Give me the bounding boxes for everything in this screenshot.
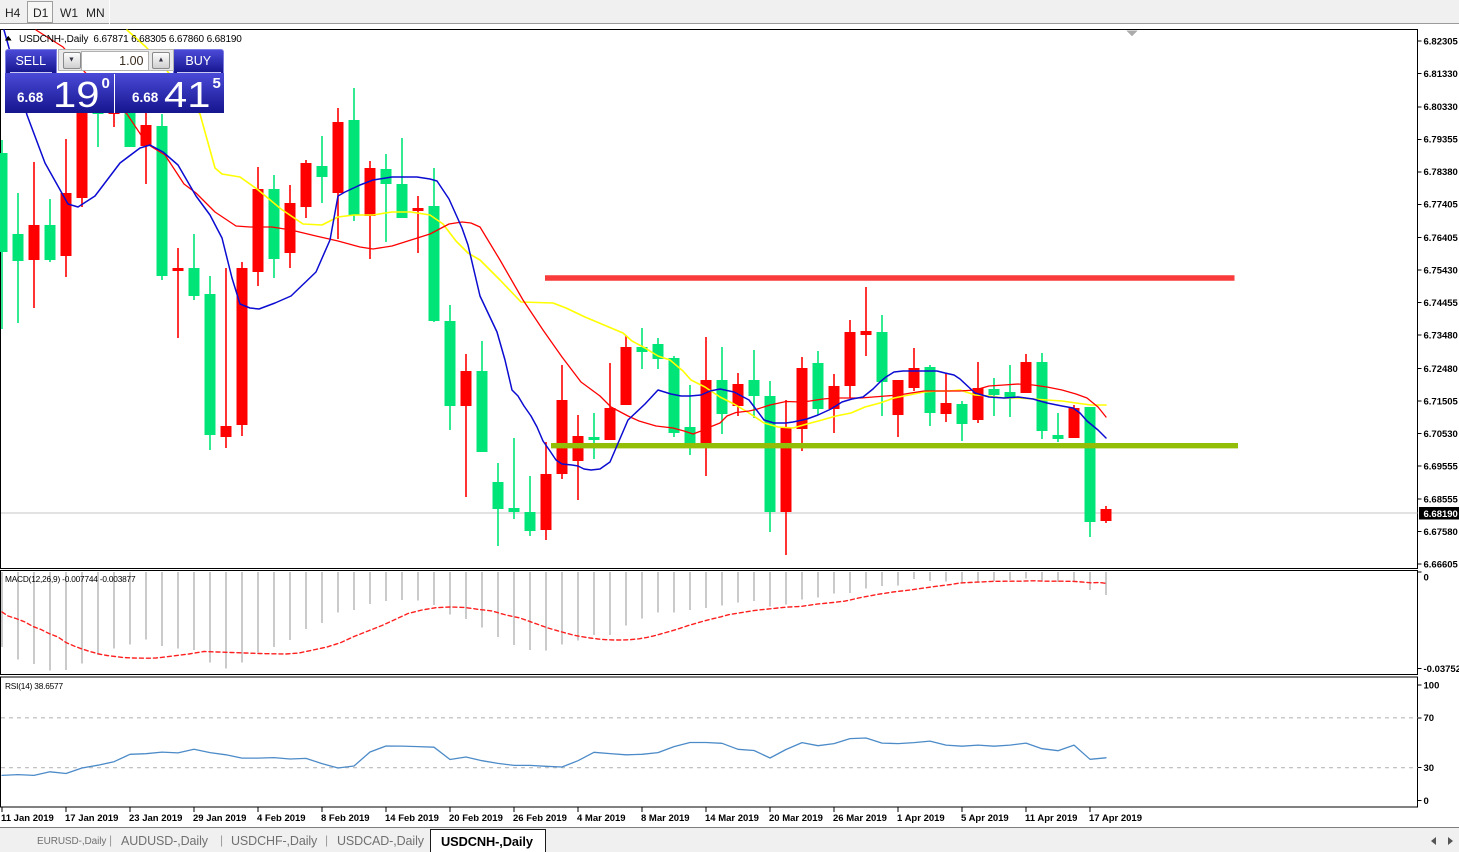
svg-text:26 Mar 2019: 26 Mar 2019 <box>833 813 887 824</box>
svg-text:6.68555: 6.68555 <box>1424 495 1459 506</box>
svg-text:30: 30 <box>1424 763 1435 774</box>
svg-text:26 Feb 2019: 26 Feb 2019 <box>513 813 567 824</box>
svg-text:0: 0 <box>1424 796 1429 807</box>
svg-text:-0.037529: -0.037529 <box>1424 664 1459 675</box>
svg-text:5 Apr 2019: 5 Apr 2019 <box>961 813 1009 824</box>
svg-text:6.80330: 6.80330 <box>1424 102 1458 113</box>
svg-text:6.67580: 6.67580 <box>1424 527 1458 538</box>
svg-text:0: 0 <box>1424 573 1429 584</box>
svg-text:100: 100 <box>1424 680 1440 691</box>
svg-text:RSI(14) 38.6577: RSI(14) 38.6577 <box>5 681 63 691</box>
svg-text:70: 70 <box>1424 713 1435 724</box>
svg-text:6.82305: 6.82305 <box>1424 36 1459 47</box>
svg-text:USDCNH-,Daily 6.67871 6.68305: USDCNH-,Daily 6.67871 6.68305 6.67860 6.… <box>19 34 242 45</box>
svg-text:6.76405: 6.76405 <box>1424 233 1459 244</box>
svg-text:20 Mar 2019: 20 Mar 2019 <box>769 813 823 824</box>
svg-text:6.73480: 6.73480 <box>1424 331 1458 342</box>
svg-text:29 Jan 2019: 29 Jan 2019 <box>193 813 246 824</box>
svg-text:11 Jan 2019: 11 Jan 2019 <box>1 813 54 824</box>
svg-text:4 Mar 2019: 4 Mar 2019 <box>577 813 626 824</box>
svg-text:11 Apr 2019: 11 Apr 2019 <box>1025 813 1077 824</box>
svg-text:6.81330: 6.81330 <box>1424 69 1458 80</box>
svg-text:20 Feb 2019: 20 Feb 2019 <box>449 813 503 824</box>
svg-text:6.71505: 6.71505 <box>1424 396 1459 407</box>
svg-text:14 Feb 2019: 14 Feb 2019 <box>385 813 439 824</box>
svg-text:6.74455: 6.74455 <box>1424 298 1459 309</box>
svg-text:14 Mar 2019: 14 Mar 2019 <box>705 813 759 824</box>
svg-text:6.68190: 6.68190 <box>1424 509 1458 520</box>
svg-text:MACD(12,26,9) -0.007744 -0.003: MACD(12,26,9) -0.007744 -0.003877 <box>5 574 136 584</box>
svg-text:6.66605: 6.66605 <box>1424 560 1459 571</box>
svg-text:6.78380: 6.78380 <box>1424 167 1458 178</box>
svg-text:1 Apr 2019: 1 Apr 2019 <box>897 813 945 824</box>
svg-text:8 Feb 2019: 8 Feb 2019 <box>321 813 370 824</box>
svg-text:4 Feb 2019: 4 Feb 2019 <box>257 813 306 824</box>
svg-text:6.75430: 6.75430 <box>1424 266 1458 277</box>
svg-text:6.72480: 6.72480 <box>1424 364 1458 375</box>
svg-text:6.69555: 6.69555 <box>1424 461 1459 472</box>
svg-text:23 Jan 2019: 23 Jan 2019 <box>129 813 182 824</box>
svg-text:17 Jan 2019: 17 Jan 2019 <box>65 813 118 824</box>
svg-text:6.77405: 6.77405 <box>1424 200 1459 211</box>
svg-text:6.79355: 6.79355 <box>1424 135 1459 146</box>
svg-text:8 Mar 2019: 8 Mar 2019 <box>641 813 690 824</box>
svg-text:17 Apr 2019: 17 Apr 2019 <box>1089 813 1142 824</box>
svg-text:6.70530: 6.70530 <box>1424 429 1458 440</box>
